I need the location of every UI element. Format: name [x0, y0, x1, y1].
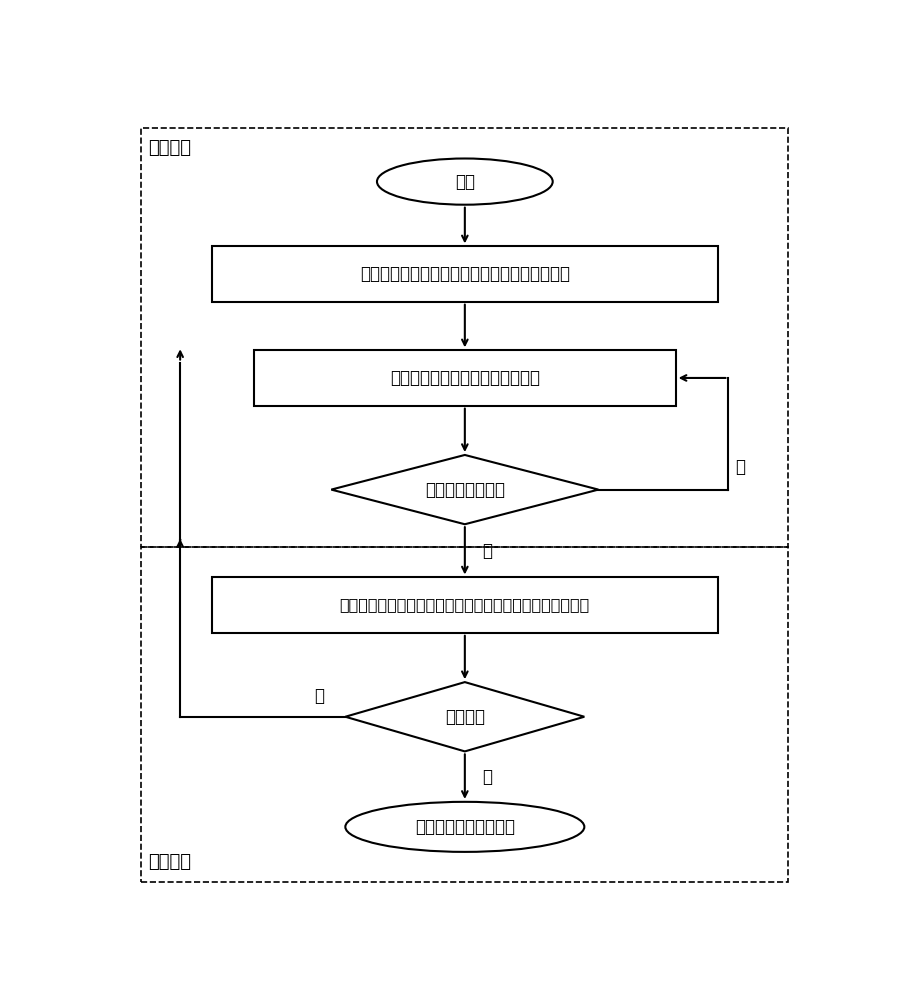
Text: 否: 否 [314, 687, 324, 705]
Text: 结束（采取避险措施）: 结束（采取避险措施） [414, 818, 515, 836]
Bar [212, 577, 718, 633]
Text: 是: 是 [483, 768, 493, 786]
Text: 否: 否 [736, 458, 746, 476]
Bar [212, 246, 718, 302]
Text: 预测阶段: 预测阶段 [149, 853, 191, 871]
Bar [254, 350, 676, 406]
Text: 出现险情: 出现险情 [444, 708, 485, 726]
Text: 事先测量构建尾矿库的数据档案和相应数学模型: 事先测量构建尾矿库的数据档案和相应数学模型 [360, 265, 570, 283]
Polygon shape [346, 682, 584, 751]
Ellipse shape [377, 158, 552, 205]
Polygon shape [331, 455, 599, 524]
Text: 学习阶段: 学习阶段 [149, 139, 191, 157]
Text: 开始: 开始 [454, 173, 475, 191]
Text: 利用智能算法对历史数据进行学习: 利用智能算法对历史数据进行学习 [390, 369, 540, 387]
Text: 是: 是 [483, 542, 493, 560]
Bar [141, 128, 788, 547]
Ellipse shape [346, 802, 584, 852]
Text: 用实时采集的传感器数据作为预测器的输入，计算预测曲线: 用实时采集的传感器数据作为预测器的输入，计算预测曲线 [340, 598, 590, 613]
Bar [141, 547, 788, 882]
Text: 预测模型是否符合: 预测模型是否符合 [424, 481, 505, 499]
